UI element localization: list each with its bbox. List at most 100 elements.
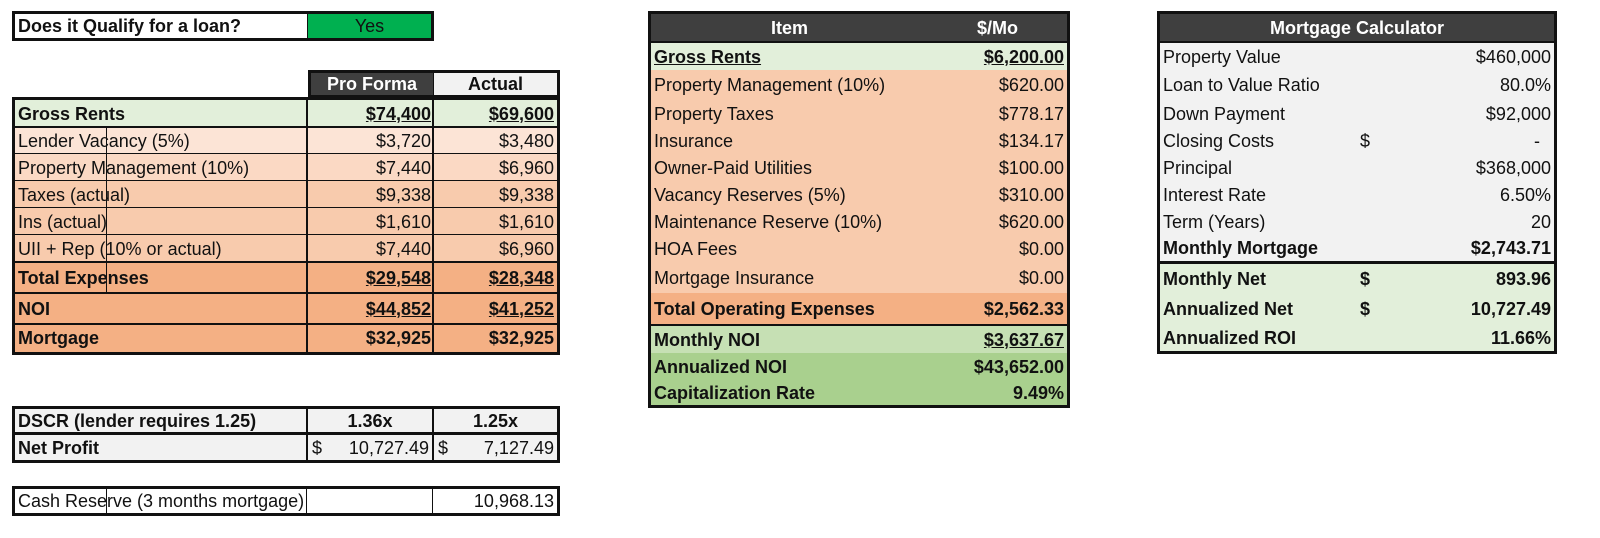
actual-cell: $69,600	[434, 100, 557, 127]
actual-cell: $28,348	[434, 262, 557, 293]
proforma-row-label: UII + Rep (10% or actual)	[15, 235, 308, 262]
actual-cell: $41,252	[434, 293, 557, 324]
actual-cell: $3,480	[434, 127, 557, 154]
item-row-value: $0.00	[928, 262, 1067, 293]
grid-line	[1157, 261, 1557, 264]
proforma-header: Pro Forma	[308, 70, 434, 98]
grid-line	[432, 486, 433, 516]
mortgage-row-label: Annualized Net	[1160, 293, 1360, 324]
grid-line	[12, 292, 560, 294]
item-row-value: $134.17	[928, 127, 1067, 154]
net-profit-proforma-currency: $	[312, 437, 323, 458]
grid-line	[12, 153, 560, 154]
mortgage-row-value: 11.66%	[1420, 324, 1554, 351]
proforma-cell: $32,925	[308, 324, 434, 352]
proforma-row-label: Ins (actual)	[15, 208, 308, 235]
mortgage-row-label: Interest Rate	[1160, 181, 1420, 208]
item-row-value: $43,652.00	[928, 353, 1067, 380]
mortgage-row-label: Loan to Value Ratio	[1160, 70, 1420, 100]
mortgage-row-label: Monthly Net	[1160, 264, 1360, 293]
actual-header: Actual	[434, 70, 560, 98]
qualify-label: Does it Qualify for a loan?	[12, 11, 308, 41]
proforma-row-label: NOI	[15, 293, 308, 324]
item-row-label: Total Operating Expenses	[651, 293, 928, 324]
actual-cell: $1,610	[434, 208, 557, 235]
dscr-proforma-value: 1.36x	[347, 411, 393, 431]
actual-cell: $9,338	[434, 181, 557, 208]
actual-cell: $6,960	[434, 154, 557, 181]
item-row-label: Vacancy Reserves (5%)	[651, 181, 928, 208]
mortgage-row-label: Annualized ROI	[1160, 324, 1420, 351]
grid-line	[12, 323, 560, 325]
item-row-value: $778.17	[928, 100, 1067, 127]
qualify-status-badge: Yes	[308, 11, 434, 41]
net-profit-label: Net Profit	[18, 437, 99, 458]
cash-reserve-value: 10,968.13	[473, 491, 554, 511]
proforma-cell: $1,610	[308, 208, 434, 235]
grid-line	[432, 406, 434, 463]
item-row-label: Property Taxes	[651, 100, 928, 127]
actual-cell: $6,960	[434, 235, 557, 262]
item-row-label: Capitalization Rate	[651, 380, 928, 405]
mortgage-row-value: $92,000	[1420, 100, 1554, 127]
mortgage-row-value: 6.50%	[1420, 181, 1554, 208]
permonth-column-header: $/Mo	[928, 14, 1067, 41]
dscr-label: DSCR (lender requires 1.25)	[18, 411, 257, 431]
mortgage-row-currency: $	[1360, 127, 1420, 154]
mortgage-row-value: -	[1420, 127, 1554, 154]
mortgage-row-value: $2,743.71	[1420, 235, 1554, 261]
grid-line	[648, 324, 1070, 326]
proforma-cell: $29,548	[308, 262, 434, 293]
mortgage-row-value: $368,000	[1420, 154, 1554, 181]
proforma-row-label: Gross Rents	[15, 100, 308, 127]
proforma-table	[12, 97, 560, 355]
actual-cell: $32,925	[434, 324, 557, 352]
dscr-actual-value: 1.25x	[472, 411, 519, 431]
item-row-value: $6,200.00	[928, 43, 1067, 70]
cash-reserve-label: Cash Reserve (3 months mortgage)	[18, 491, 305, 511]
item-row-label: Maintenance Reserve (10%)	[651, 208, 928, 235]
item-row-label: Insurance	[651, 127, 928, 154]
item-row-label: Property Management (10%)	[651, 70, 928, 100]
grid-line	[432, 97, 434, 355]
proforma-cell: $7,440	[308, 235, 434, 262]
mortgage-row-label: Monthly Mortgage	[1160, 235, 1420, 261]
grid-line	[1157, 41, 1557, 43]
item-row-label: Gross Rents	[651, 43, 928, 70]
proforma-row-label: Lender Vacancy (5%)	[15, 127, 308, 154]
items-table	[648, 11, 1070, 408]
grid-line	[12, 234, 560, 235]
item-row-label: HOA Fees	[651, 235, 928, 262]
proforma-cell: $7,440	[308, 154, 434, 181]
grid-line	[12, 207, 560, 208]
mortgage-row-label: Property Value	[1160, 43, 1420, 70]
grid-line	[12, 432, 560, 435]
grid-line	[306, 486, 307, 516]
item-row-value: $620.00	[928, 70, 1067, 100]
grid-line	[306, 97, 308, 355]
item-row-label: Mortgage Insurance	[651, 262, 928, 293]
mortgage-calculator-title: Mortgage Calculator	[1160, 14, 1554, 41]
mortgage-row-label: Principal	[1160, 154, 1420, 181]
net-profit-actual-value: 7,127.49	[483, 437, 554, 458]
item-row-value: $3,637.67	[928, 326, 1067, 353]
item-column-header: Item	[651, 14, 928, 41]
cash-reserve-box	[12, 486, 560, 516]
mortgage-row-value: 893.96	[1420, 264, 1554, 293]
mortgage-row-currency: $	[1360, 293, 1420, 324]
mortgage-row-currency: $	[1360, 264, 1420, 293]
grid-line	[12, 126, 560, 128]
item-row-label: Monthly NOI	[651, 326, 928, 353]
proforma-cell: $74,400	[308, 100, 434, 127]
mortgage-row-label: Down Payment	[1160, 100, 1420, 127]
grid-line	[12, 261, 560, 263]
mortgage-row-value: 10,727.49	[1420, 293, 1554, 324]
net-profit-proforma-value: 10,727.49	[348, 437, 429, 458]
mortgage-row-label: Closing Costs	[1160, 127, 1360, 154]
grid-line	[12, 180, 560, 181]
grid-line	[106, 486, 107, 516]
item-row-value: $100.00	[928, 154, 1067, 181]
item-row-label: Annualized NOI	[651, 353, 928, 380]
item-row-value: $0.00	[928, 235, 1067, 262]
item-row-label: Owner-Paid Utilities	[651, 154, 928, 181]
